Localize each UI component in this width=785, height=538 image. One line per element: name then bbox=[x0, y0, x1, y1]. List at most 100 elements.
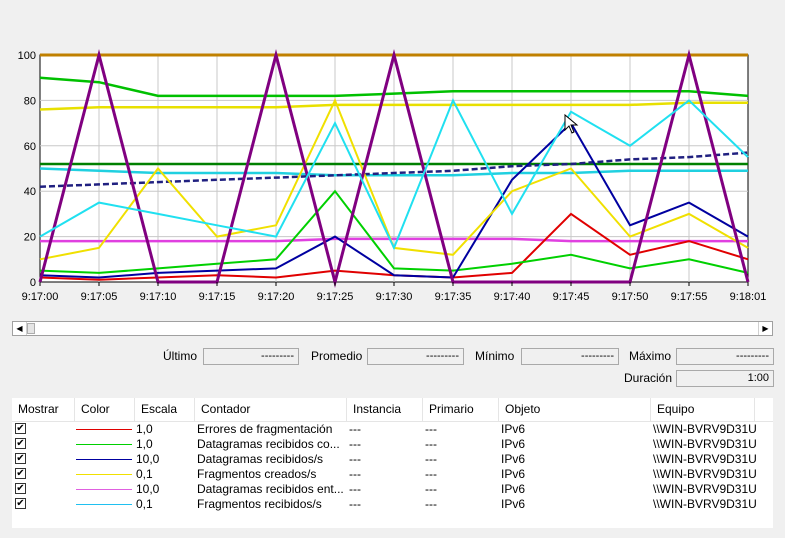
y-tick-label: 40 bbox=[24, 186, 36, 198]
duration-label: Duración bbox=[624, 371, 673, 385]
y-tick-label: 20 bbox=[24, 232, 36, 244]
cell-computer: \\WIN-BVRV9D31U bbox=[653, 497, 757, 511]
color-swatch bbox=[76, 444, 132, 445]
last-value: --------- bbox=[203, 348, 299, 365]
background-series-line bbox=[39, 76, 749, 98]
background-series-line bbox=[40, 237, 748, 243]
header-object[interactable]: Objeto bbox=[499, 398, 651, 421]
cell-scale: 1,0 bbox=[136, 437, 153, 451]
cell-computer: \\WIN-BVRV9D31U bbox=[653, 452, 757, 466]
x-tick-label: 9:17:05 bbox=[81, 291, 118, 303]
background-series-line bbox=[39, 167, 748, 177]
cell-instance: --- bbox=[349, 482, 361, 496]
cell-counter: Fragmentos creados/s bbox=[197, 467, 317, 481]
x-tick-label: 9:17:55 bbox=[671, 291, 708, 303]
cell-counter: Datagramas recibidos/s bbox=[197, 452, 324, 466]
cell-instance: --- bbox=[349, 497, 361, 511]
show-checkbox[interactable]: ✔ bbox=[15, 468, 26, 479]
cell-scale: 10,0 bbox=[136, 482, 160, 496]
duration-value: 1:00 bbox=[676, 370, 774, 387]
cell-object: IPv6 bbox=[501, 437, 526, 451]
table-row[interactable]: ✔ 1,0 Errores de fragmentación --- --- IPv6 \\… bbox=[12, 422, 773, 437]
y-tick-label: 0 bbox=[30, 277, 36, 289]
cell-scale: 0,1 bbox=[136, 497, 153, 511]
show-checkbox[interactable]: ✔ bbox=[15, 423, 26, 434]
y-axis: 100 80 60 40 20 0 bbox=[18, 50, 36, 289]
table-row[interactable]: ✔ 10,0 Datagramas recibidos ent... --- --- IP… bbox=[12, 482, 773, 497]
color-swatch bbox=[76, 459, 132, 460]
minimum-value: --------- bbox=[521, 348, 619, 365]
cell-counter: Fragmentos recibidos/s bbox=[197, 497, 322, 511]
cell-parent: --- bbox=[425, 437, 437, 451]
cell-computer: \\WIN-BVRV9D31U bbox=[653, 437, 757, 451]
x-tick-label: 9:18:01 bbox=[730, 291, 767, 303]
cell-instance: --- bbox=[349, 422, 361, 436]
background-series-line bbox=[39, 151, 749, 188]
y-tick-label: 60 bbox=[24, 141, 36, 153]
cell-instance: --- bbox=[349, 467, 361, 481]
cell-computer: \\WIN-BVRV9D31U bbox=[653, 467, 757, 481]
color-swatch bbox=[76, 429, 132, 430]
series-line bbox=[39, 98, 749, 251]
x-axis: 9:17:00 9:17:05 9:17:10 9:17:15 9:17:20 9:17:… bbox=[22, 282, 767, 303]
table-row[interactable]: ✔ 0,1 Fragmentos creados/s --- --- IPv6 \\WIN-… bbox=[12, 467, 773, 482]
header-scale[interactable]: Escala bbox=[135, 398, 195, 421]
cell-parent: --- bbox=[425, 467, 437, 481]
scroll-left-arrow-icon[interactable]: ◀ bbox=[13, 322, 27, 335]
x-tick-label: 9:17:15 bbox=[199, 291, 236, 303]
color-swatch bbox=[76, 489, 132, 490]
cell-object: IPv6 bbox=[501, 482, 526, 496]
scroll-thumb[interactable] bbox=[27, 323, 35, 334]
header-color[interactable]: Color bbox=[75, 398, 135, 421]
x-tick-label: 9:17:35 bbox=[435, 291, 472, 303]
table-row[interactable]: ✔ 10,0 Datagramas recibidos/s --- --- IPv6 \\W… bbox=[12, 452, 773, 467]
x-tick-label: 9:17:25 bbox=[317, 291, 354, 303]
last-label: Último bbox=[163, 349, 198, 363]
cell-object: IPv6 bbox=[501, 452, 526, 466]
color-swatch bbox=[76, 504, 132, 505]
x-tick-label: 9:17:20 bbox=[258, 291, 295, 303]
counter-table: Mostrar Color Escala Contador Instancia … bbox=[12, 398, 773, 528]
maximum-value: --------- bbox=[676, 348, 774, 365]
table-row[interactable]: ✔ 1,0 Datagramas recibidos co... --- --- IPv6… bbox=[12, 437, 773, 452]
cell-scale: 1,0 bbox=[136, 422, 153, 436]
header-show[interactable]: Mostrar bbox=[12, 398, 75, 421]
cell-counter: Datagramas recibidos co... bbox=[197, 437, 340, 451]
average-value: --------- bbox=[367, 348, 464, 365]
header-computer[interactable]: Equipo bbox=[651, 398, 755, 421]
show-checkbox[interactable]: ✔ bbox=[15, 498, 26, 509]
x-tick-label: 9:17:40 bbox=[494, 291, 531, 303]
average-label: Promedio bbox=[311, 349, 363, 363]
performance-chart[interactable]: 100 80 60 40 20 0 9:17:00 9:17:05 9:17:10 9:17:1… bbox=[0, 0, 785, 305]
header-instance[interactable]: Instancia bbox=[347, 398, 423, 421]
x-tick-label: 9:17:10 bbox=[140, 291, 177, 303]
series-line bbox=[39, 121, 749, 279]
background-series-line bbox=[39, 101, 748, 111]
cell-counter: Errores de fragmentación bbox=[197, 422, 333, 436]
cell-computer: \\WIN-BVRV9D31U bbox=[653, 422, 757, 436]
header-counter[interactable]: Contador bbox=[195, 398, 347, 421]
show-checkbox[interactable]: ✔ bbox=[15, 453, 26, 464]
maximum-label: Máximo bbox=[629, 349, 672, 363]
cell-parent: --- bbox=[425, 422, 437, 436]
cell-parent: --- bbox=[425, 452, 437, 466]
cell-scale: 0,1 bbox=[136, 467, 153, 481]
x-tick-label: 9:17:45 bbox=[553, 291, 590, 303]
header-parent[interactable]: Primario bbox=[423, 398, 499, 421]
x-tick-label: 9:17:30 bbox=[376, 291, 413, 303]
cell-computer: \\WIN-BVRV9D31U bbox=[653, 482, 757, 496]
color-swatch bbox=[76, 474, 132, 475]
x-tick-label: 9:17:50 bbox=[612, 291, 649, 303]
mouse-cursor-icon bbox=[564, 113, 579, 134]
y-tick-label: 100 bbox=[18, 50, 36, 62]
show-checkbox[interactable]: ✔ bbox=[15, 438, 26, 449]
y-tick-label: 80 bbox=[24, 95, 36, 107]
cell-counter: Datagramas recibidos ent... bbox=[197, 482, 344, 496]
show-checkbox[interactable]: ✔ bbox=[15, 483, 26, 494]
scroll-right-arrow-icon[interactable]: ▶ bbox=[758, 322, 772, 335]
cell-object: IPv6 bbox=[501, 467, 526, 481]
time-scrollbar[interactable]: ◀ ▶ bbox=[12, 321, 773, 336]
table-row[interactable]: ✔ 0,1 Fragmentos recibidos/s --- --- IPv6 \\WI… bbox=[12, 497, 773, 512]
minimum-label: Mínimo bbox=[475, 349, 515, 363]
series-line bbox=[39, 189, 749, 274]
